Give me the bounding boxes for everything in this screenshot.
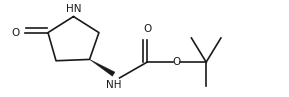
Polygon shape [90,59,115,76]
Text: O: O [143,24,151,34]
Text: NH: NH [106,80,121,90]
Text: HN: HN [66,4,81,14]
Text: O: O [11,28,19,38]
Text: O: O [173,57,181,67]
